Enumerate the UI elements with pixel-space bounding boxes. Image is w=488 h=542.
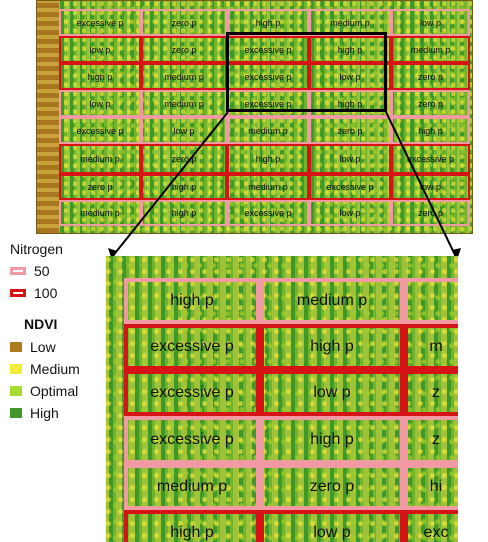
ndvi-medium-label: Medium [30,361,80,377]
overview-plot: zero p [59,174,141,200]
overview-plot: zero p [141,9,227,36]
overview-plot: high p [309,36,391,63]
overview-plot: high p [227,9,309,36]
overview-plot: low p [309,63,391,90]
inset-plot: exc [404,510,458,542]
inset-plot: zero p [260,464,404,510]
overview-plot: high p [391,117,470,144]
overview-plot: medium p [391,36,470,63]
ndvi-medium-swatch [10,364,22,374]
inset-plot: excessive p [124,324,260,370]
nitrogen-100-label: 100 [34,285,58,301]
overview-plot: zero p [391,63,470,90]
ndvi-low-swatch [10,342,22,352]
overview-plot: zero p [391,200,470,226]
overview-plot: medium p [227,174,309,200]
ndvi-low-label: Low [30,339,56,355]
arrowhead-right [452,248,461,260]
field-overview-map: excessive p zero p high p medium p low p low … [36,0,473,234]
nitrogen-100-swatch [10,289,26,297]
overview-plot: excessive p [59,117,141,144]
zoom-region-box [226,32,387,112]
inset-plot: high p [124,510,260,542]
ndvi-legend-item-high: High [10,405,59,421]
overview-plot: high p [141,200,227,226]
ndvi-legend-item-optimal: Optimal [10,383,78,399]
overview-plot: medium p [59,200,141,226]
inset-plot: medium p [260,278,404,324]
ndvi-legend-title: NDVI [24,316,58,332]
nitrogen-legend-item-50: 50 [10,263,50,279]
nitrogen-50-swatch [10,267,26,275]
inset-plot: excessive p [124,416,260,464]
inset-plot: z [404,370,458,416]
overview-plot: excessive p [59,9,141,36]
inset-plot: z [404,416,458,464]
overview-plot: low p [391,174,470,200]
ndvi-optimal-label: Optimal [30,383,79,399]
inset-plot: hi [404,464,458,510]
ndvi-legend-item-low: Low [10,339,56,355]
overview-plot: high p [309,90,391,117]
inset-plot: low p [260,510,404,542]
ndvi-high-label: High [30,405,59,421]
inset-plot: high p [260,416,404,464]
inset-plot: m [404,324,458,370]
overview-plot: high p [59,63,141,90]
overview-plot: low p [309,144,391,174]
arrowhead-left [108,248,117,260]
overview-plot: excessive p [309,174,391,200]
inset-plot: excessive p [124,370,260,416]
overview-plot: low p [141,117,227,144]
inset-plot [404,278,458,324]
overview-plot: medium p [227,117,309,144]
inset-plot: medium p [124,464,260,510]
overview-plot: high p [227,144,309,174]
overview-plot: high p [141,174,227,200]
overview-plot: medium p [59,144,141,174]
overview-plot: low p [391,9,470,36]
overview-plot: medium p [309,9,391,36]
overview-plot: low p [59,36,141,63]
overview-plot: zero p [309,117,391,144]
overview-plot: excessive p [391,144,470,174]
inset-plot: high p [260,324,404,370]
overview-plot: low p [309,200,391,226]
nitrogen-legend-item-100: 100 [10,285,57,301]
overview-plot: zero p [391,90,470,117]
nitrogen-50-label: 50 [34,263,50,279]
inset-plot: low p [260,370,404,416]
ndvi-legend-item-medium: Medium [10,361,80,377]
overview-plot: excessive p [227,200,309,226]
connector-line-left [111,111,229,258]
overview-plot: low p [59,90,141,117]
ndvi-high-swatch [10,408,22,418]
ndvi-optimal-swatch [10,386,22,396]
overview-plot: zero p [141,144,227,174]
connector-line-right [385,111,457,258]
field-zoom-inset-map: high p medium p excessive p high p m excessiv… [106,256,458,542]
nitrogen-legend-title: Nitrogen [10,241,63,257]
inset-plot: high p [124,278,260,324]
